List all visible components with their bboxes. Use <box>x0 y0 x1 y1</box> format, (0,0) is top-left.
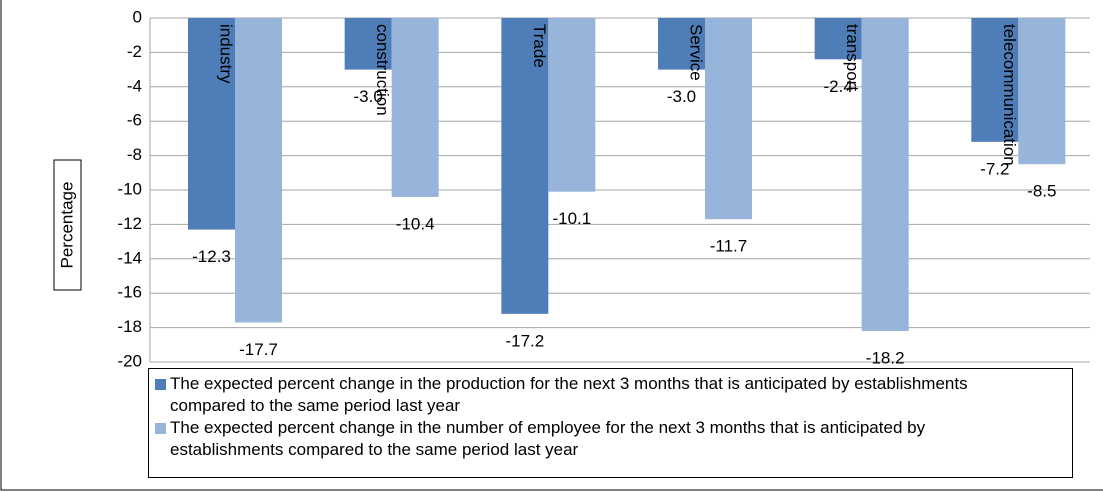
bar <box>235 18 282 323</box>
bar <box>705 18 752 220</box>
legend-swatch <box>155 423 166 434</box>
bar <box>344 18 392 70</box>
y-tick-label: -8 <box>127 145 142 164</box>
category-label: telecommunication <box>1000 24 1019 166</box>
bar <box>188 18 235 230</box>
y-tick-label: -10 <box>117 179 142 198</box>
category-label: Trade <box>530 24 549 68</box>
y-tick-label: -16 <box>117 283 142 302</box>
legend-entry: The expected percent change in the produ… <box>155 373 1035 417</box>
data-label: -3.0 <box>354 87 383 106</box>
bar <box>658 18 705 70</box>
data-label: -17.2 <box>505 331 544 350</box>
bar <box>861 18 909 332</box>
data-label: -8.5 <box>1027 182 1056 201</box>
data-label: -10.4 <box>396 214 435 233</box>
y-tick-label: -4 <box>127 76 142 95</box>
bar <box>971 18 1019 142</box>
data-label: -2.4 <box>824 77 853 96</box>
y-tick-label: -12 <box>117 214 142 233</box>
y-label-box <box>53 159 82 291</box>
data-label: -10.1 <box>552 209 591 228</box>
category-label: construction <box>373 24 392 116</box>
legend-label: The expected percent change in the numbe… <box>170 418 926 459</box>
y-tick-label: -14 <box>117 248 142 267</box>
data-label: -12.3 <box>192 247 231 266</box>
data-label: -17.7 <box>239 340 278 359</box>
y-tick-label: -18 <box>117 317 142 336</box>
data-label: -18.2 <box>866 349 905 368</box>
bar <box>548 18 596 192</box>
bar <box>814 18 862 60</box>
y-tick-label: -6 <box>127 111 142 130</box>
legend-label: The expected percent change in the produ… <box>170 374 968 415</box>
y-axis-label: Percentage <box>57 182 76 269</box>
y-tick-label: 0 <box>133 7 142 26</box>
data-label: -7.2 <box>980 159 1009 178</box>
bar <box>391 18 439 197</box>
category-label: industry <box>217 24 236 84</box>
bar <box>501 18 549 314</box>
data-label: -11.7 <box>710 237 748 256</box>
y-tick-label: -20 <box>117 351 142 370</box>
category-label: transport <box>843 24 862 91</box>
legend-swatch <box>155 379 166 390</box>
data-label: -3.0 <box>667 87 696 106</box>
y-tick-label: -2 <box>127 42 142 61</box>
legend: The expected percent change in the produ… <box>148 368 1073 478</box>
legend-entry: The expected percent change in the numbe… <box>155 417 1035 461</box>
category-label: Service <box>687 24 706 81</box>
bar <box>1018 18 1066 165</box>
